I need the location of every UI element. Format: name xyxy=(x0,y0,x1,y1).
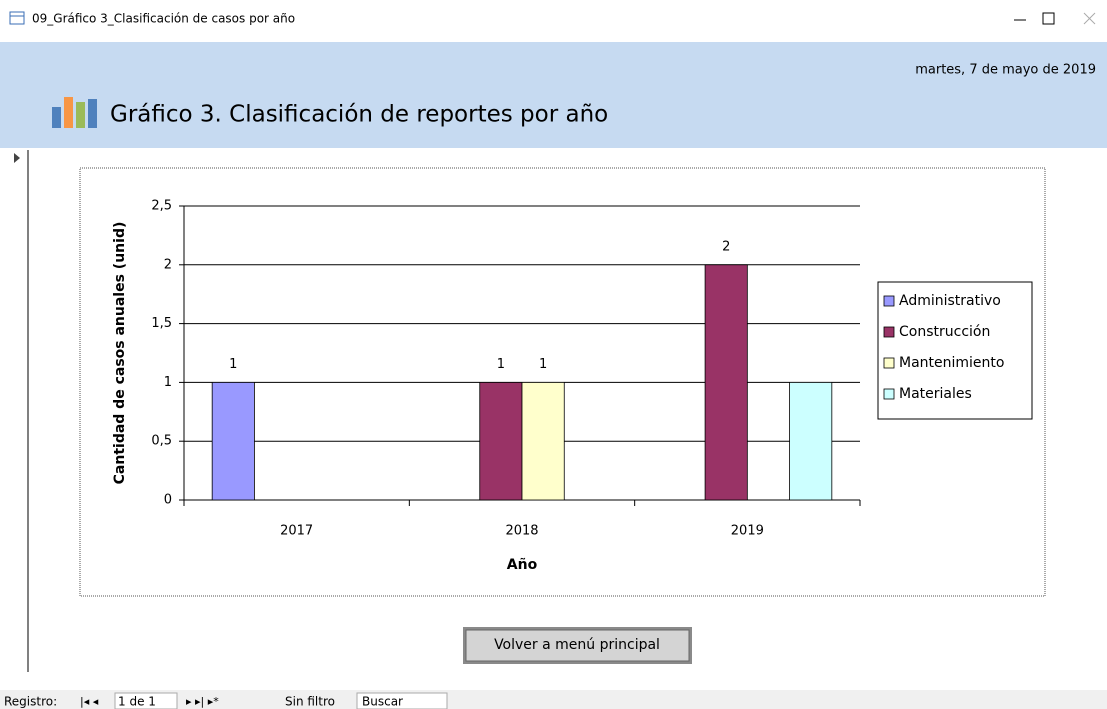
legend-label: Materiales xyxy=(899,386,972,402)
record-position-box[interactable] xyxy=(114,692,178,709)
header-icon xyxy=(76,102,85,128)
window-title: 09_Gráfico 3_Clasificación de casos por … xyxy=(32,12,295,26)
close-button[interactable] xyxy=(1083,12,1096,25)
data-label: 1 xyxy=(539,357,547,372)
data-label: 2 xyxy=(722,239,730,254)
record-label: Registro: xyxy=(4,695,57,709)
menu-button[interactable] xyxy=(465,629,690,662)
y-tick-label: 0 xyxy=(164,493,172,508)
window-icon xyxy=(9,11,25,25)
legend-swatch xyxy=(883,388,895,400)
search-box[interactable] xyxy=(356,692,448,709)
legend-label: Administrativo xyxy=(899,293,1001,309)
status-bar xyxy=(0,690,1107,709)
bar xyxy=(521,381,565,501)
x-tick-label: 2019 xyxy=(731,524,764,539)
legend-swatch xyxy=(883,357,895,369)
record-position[interactable]: 1 de 1 xyxy=(118,695,156,709)
form-header xyxy=(0,42,1107,148)
button-label[interactable]: Volver a menú principal xyxy=(494,637,660,653)
legend-label: Construcción xyxy=(899,324,990,340)
header-icon xyxy=(88,99,97,128)
y-tick-label: 0,5 xyxy=(151,434,172,449)
header-icon xyxy=(52,107,61,128)
nav-next[interactable]: ▸ ▸| ▸* xyxy=(186,695,219,708)
legend-swatch xyxy=(883,295,895,307)
y-axis-title: Cantidad de casos anuales (unid) xyxy=(112,222,128,485)
x-axis-title: Año xyxy=(507,557,538,573)
header-date: martes, 7 de mayo de 2019 xyxy=(915,63,1096,78)
y-tick-label: 1 xyxy=(164,375,172,390)
maximize-button[interactable] xyxy=(1042,12,1055,25)
header-icon xyxy=(64,97,73,128)
y-tick-label: 1,5 xyxy=(151,316,172,331)
bar xyxy=(479,381,523,501)
y-tick-label: 2 xyxy=(164,257,172,272)
legend-box xyxy=(877,281,1033,420)
chart: 0 0,5 1 1,5 2 2,5 2017 2018 2019 1 1 2 1 Año Cantidad … xyxy=(112,199,1033,573)
header-title: Gráfico 3. Clasificación de reportes por… xyxy=(110,102,608,128)
x-tick-label: 2017 xyxy=(280,524,313,539)
bar xyxy=(211,381,255,501)
record-pointer xyxy=(14,153,20,163)
bar xyxy=(789,381,833,501)
legend-swatch xyxy=(883,326,895,338)
bar xyxy=(704,264,748,501)
data-label: 1 xyxy=(229,357,237,372)
x-tick-label: 2018 xyxy=(505,524,538,539)
nav-first[interactable]: |◂ ◂ xyxy=(80,695,99,708)
y-tick-label: 2,5 xyxy=(151,199,172,214)
data-label: 1 xyxy=(497,357,505,372)
search-label[interactable]: Buscar xyxy=(362,695,403,709)
filter-status[interactable]: Sin filtro xyxy=(285,695,335,709)
legend-label: Mantenimiento xyxy=(899,355,1004,371)
